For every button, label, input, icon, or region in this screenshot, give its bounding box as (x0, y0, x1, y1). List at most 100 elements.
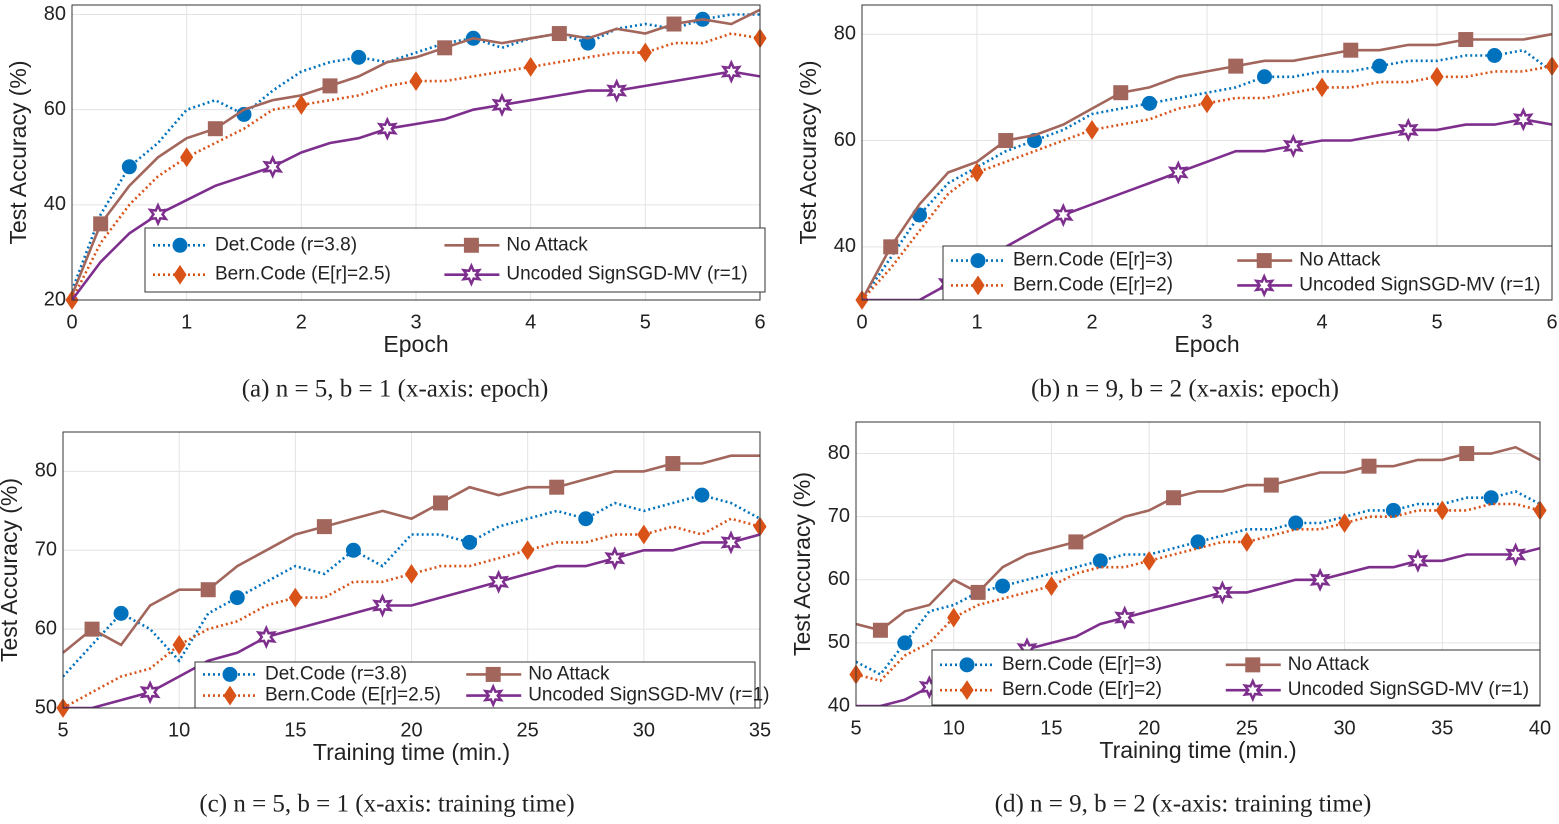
marker (207, 121, 223, 137)
legend-label: Bern.Code (E[r]=2) (1013, 274, 1173, 295)
marker (433, 495, 449, 511)
x-tick-label: 5 (850, 717, 861, 739)
marker (462, 534, 478, 550)
legend-marker (485, 666, 501, 682)
marker (521, 540, 535, 561)
marker (93, 216, 109, 232)
marker (488, 569, 510, 594)
marker (1512, 107, 1534, 132)
caption: (c) n = 5, b = 1 (x-axis: training time) (199, 791, 574, 818)
x-tick-label: 35 (1431, 717, 1453, 739)
x-tick-label: 30 (1333, 717, 1355, 739)
x-tick-label: 25 (1236, 717, 1258, 739)
legend-box (942, 245, 1553, 301)
marker (172, 635, 186, 655)
legend-label: Det.Code (r=3.8) (215, 234, 357, 255)
marker (1435, 500, 1449, 521)
marker (294, 95, 308, 115)
legend-marker (970, 253, 986, 269)
y-tick-label: 40 (44, 193, 66, 215)
x-tick-label: 5 (1431, 311, 1442, 333)
marker (1044, 576, 1059, 596)
series-line (72, 70, 760, 300)
marker (1211, 580, 1233, 605)
marker (1487, 47, 1502, 63)
marker (437, 40, 453, 56)
y-tick-label: 80 (828, 442, 850, 464)
marker (1361, 458, 1377, 474)
legend-label: Bern.Code (E[r]=3) (1002, 654, 1162, 675)
legend-label: Bern.Code (E[r]=2) (1002, 679, 1162, 700)
x-tick-label: 35 (749, 719, 771, 741)
x-tick-label: 2 (1086, 311, 1097, 333)
marker (897, 635, 913, 651)
marker (147, 202, 169, 227)
y-tick-label: 40 (828, 694, 850, 716)
legend-label: No Attack (528, 663, 610, 684)
marker (666, 16, 682, 32)
x-tick-label: 5 (57, 719, 68, 741)
marker (1113, 85, 1129, 101)
legend-label: Bern.Code (E[r]=2.5) (265, 685, 441, 706)
marker (404, 564, 419, 584)
x-tick-label: 15 (284, 719, 306, 741)
marker (1092, 553, 1108, 569)
legend-marker (1256, 253, 1272, 269)
x-tick-label: 1 (181, 311, 192, 333)
marker (1228, 58, 1244, 74)
marker (551, 26, 567, 42)
series-line (856, 502, 1540, 683)
legend-marker (222, 666, 238, 682)
series-line (862, 32, 1552, 300)
marker (1505, 542, 1527, 567)
y-tick-label: 50 (35, 696, 57, 718)
caption: (d) n = 9, b = 2 (x-axis: training time) (995, 791, 1372, 818)
marker (665, 456, 681, 472)
marker (970, 584, 986, 600)
marker (1372, 58, 1387, 74)
marker (1337, 513, 1352, 533)
legend-marker (1253, 273, 1275, 298)
marker (345, 542, 361, 558)
x-tick-label: 10 (943, 717, 965, 739)
x-axis-label: Epoch (383, 331, 448, 357)
y-tick-label: 80 (35, 460, 57, 482)
x-tick-label: 3 (1201, 311, 1212, 333)
marker (1142, 95, 1157, 111)
marker (606, 78, 628, 103)
legend-label: Uncoded SignSGD-MV (r=1) (1288, 679, 1529, 700)
series-line (862, 48, 1552, 300)
legend-label: No Attack (1288, 654, 1370, 675)
x-axis-label: Training time (min.) (313, 739, 510, 765)
legend-label: Uncoded SignSGD-MV (r=1) (1299, 274, 1540, 295)
marker (1343, 42, 1359, 58)
marker (883, 239, 899, 255)
x-tick-label: 6 (1546, 311, 1557, 333)
marker (200, 582, 216, 598)
series-line (63, 493, 760, 678)
marker (637, 524, 651, 545)
y-axis-label: Test Accuracy (%) (5, 60, 31, 244)
marker (578, 511, 594, 527)
legend-box (144, 227, 766, 293)
x-tick-label: 20 (400, 719, 422, 741)
marker (549, 479, 565, 495)
x-tick-label: 15 (1040, 717, 1062, 739)
x-tick-label: 40 (1529, 717, 1551, 739)
marker (1407, 548, 1429, 573)
y-tick-label: 60 (828, 568, 850, 590)
marker (947, 607, 961, 628)
marker (1263, 477, 1279, 493)
marker (121, 159, 137, 175)
marker (1309, 567, 1331, 592)
marker (694, 487, 710, 503)
legend-label: No Attack (1299, 250, 1381, 271)
marker (1483, 490, 1499, 506)
y-tick-label: 40 (834, 235, 856, 257)
caption: (a) n = 5, b = 1 (x-axis: epoch) (242, 376, 549, 403)
marker (580, 35, 596, 51)
marker (1166, 490, 1182, 506)
marker (229, 590, 245, 606)
